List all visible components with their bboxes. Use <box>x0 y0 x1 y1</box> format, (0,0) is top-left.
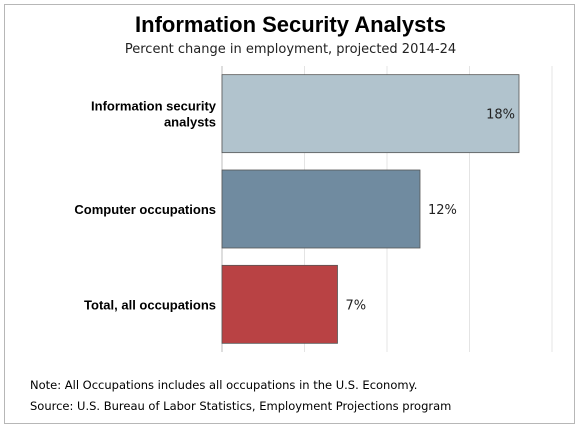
category-labels: Information security analysts Computer occ… <box>74 99 216 313</box>
chart-subtitle: Percent change in employment, projected … <box>124 42 457 57</box>
value-label: 18% <box>486 108 515 123</box>
category-label: Information security analysts <box>91 99 217 130</box>
chart-source: Source: U.S. Bureau of Labor Statistics,… <box>30 399 452 413</box>
chart-note: Note: All Occupations includes all occup… <box>30 378 418 392</box>
chart-title: Information Security Analysts <box>135 12 446 37</box>
value-label: 7% <box>346 298 367 313</box>
bar <box>221 74 520 154</box>
category-label: Computer occupations <box>74 202 216 217</box>
bar <box>221 169 421 249</box>
value-labels: 18% 12% 7% <box>346 108 516 314</box>
bars <box>221 74 520 344</box>
chart-frame <box>4 4 575 424</box>
category-label: Total, all occupations <box>84 297 216 312</box>
bar <box>221 264 338 344</box>
value-label: 12% <box>428 203 457 218</box>
